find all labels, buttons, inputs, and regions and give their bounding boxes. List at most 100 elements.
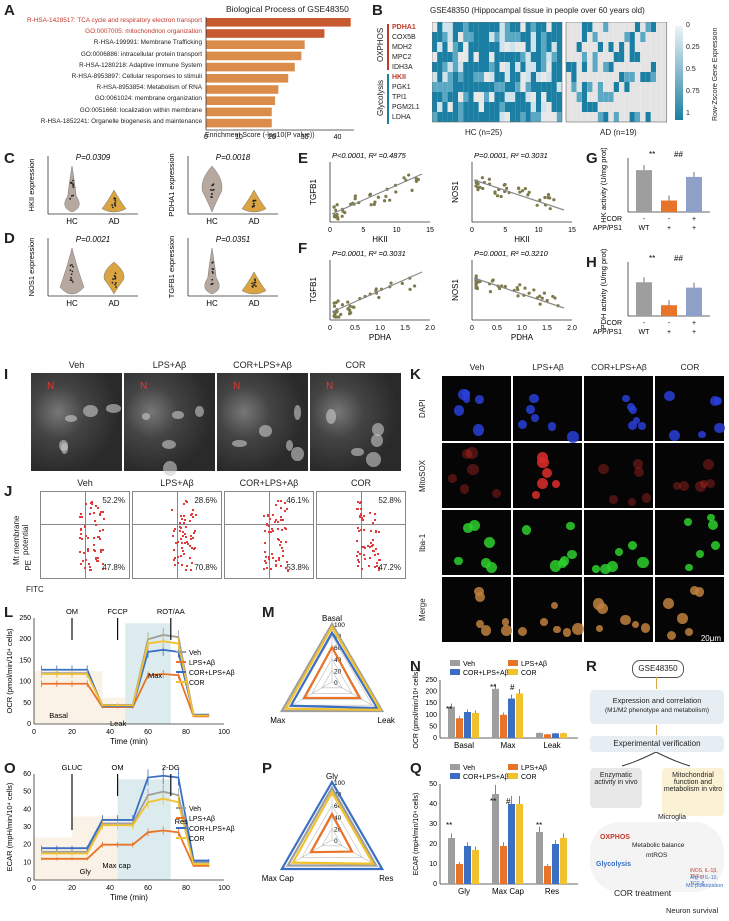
panel-j-event: [190, 561, 193, 564]
radar-ring: [301, 804, 363, 858]
panel-j-event: [277, 500, 280, 503]
panel-k-cell: [448, 474, 457, 483]
panel-j-event: [371, 538, 374, 541]
panel-k-cell: [517, 419, 528, 430]
panel-j-event: [85, 502, 88, 505]
panel-b-cell: [546, 62, 552, 72]
panel-b-cell: [597, 42, 604, 52]
panel-label-e: E: [298, 150, 309, 167]
violin-point: [111, 204, 114, 206]
panel-b-cell: [546, 92, 552, 102]
panel-j-event: [284, 501, 287, 504]
violin-point: [114, 275, 117, 278]
panel-a-bar: [206, 85, 279, 94]
panel-j-event: [375, 547, 378, 550]
line-ytick: 250: [19, 615, 31, 622]
panel-j-event: [184, 541, 187, 544]
gbar-bar: [472, 850, 479, 884]
panel-k-cell: [463, 522, 474, 533]
scatter-point: [340, 214, 344, 218]
panel-b-cell: [587, 32, 593, 42]
radar-ring: [321, 827, 343, 847]
gbar-ytick: 50: [429, 781, 437, 788]
violin-group-label: AD: [108, 217, 119, 226]
panel-k-cell: [567, 549, 577, 560]
panel-i-vesicle: [371, 422, 385, 437]
line-region-label: Max: [148, 671, 162, 680]
panel-b-cell: [650, 82, 657, 92]
bar-sig-2: ##: [674, 150, 683, 159]
panel-j-event: [279, 564, 282, 567]
panel-k-cell: [467, 464, 479, 476]
panel-r-enzymatic-box: Enzymatic activity in vivo: [590, 768, 642, 808]
panel-b-cell: [603, 92, 609, 102]
panel-b-cell: [530, 22, 536, 32]
panel-k-cell: [562, 628, 572, 637]
radar-axis-label: Max: [270, 716, 285, 725]
panel-j-event: [80, 533, 83, 536]
panel-k-cell: [684, 517, 693, 527]
panel-b-cell: [468, 102, 474, 112]
panel-i-vesicle: [195, 406, 205, 418]
panel-b-cell: [634, 62, 641, 72]
gbar-ytick: 50: [429, 723, 437, 730]
panel-j-event: [277, 520, 280, 523]
panel-b-hc-border: [432, 22, 563, 123]
panel-b-cell: [525, 22, 531, 32]
panel-b-cell: [510, 32, 516, 42]
line-ytick: 50: [23, 789, 31, 796]
panel-j-event: [366, 545, 369, 548]
violin-point: [211, 184, 214, 186]
panel-b-cell: [603, 102, 609, 112]
panel-k-cell: [641, 623, 651, 633]
gbar-legend-label: Veh: [463, 661, 475, 668]
panel-b-cell: [576, 92, 582, 102]
panel-j-event: [358, 561, 361, 564]
panel-b-cell: [499, 32, 505, 42]
panel-b-cell: [656, 72, 662, 82]
line-xtick: 0: [32, 885, 36, 892]
panel-b-cell: [640, 102, 646, 112]
panel-b-cell: [442, 72, 448, 82]
panel-b-cell: [656, 62, 662, 72]
panel-b-cell: [597, 92, 604, 102]
panel-j-event: [282, 555, 285, 558]
panel-b-cell: [592, 42, 598, 52]
panel-b-cell: [634, 92, 641, 102]
panel-a-bar: [206, 118, 272, 128]
panel-b-cell: [661, 42, 667, 52]
panel-b-cell: [645, 32, 651, 42]
panel-j-event: [263, 514, 266, 517]
panel-k-image: [584, 376, 653, 441]
scatter-xlabel: HKII: [514, 235, 530, 244]
panel-j-event: [95, 558, 98, 560]
panel-b-cell: [437, 62, 443, 72]
radar-ring: [311, 658, 353, 694]
panel-a-term-label: R-HSA-1852241: Organelle biogenesis and …: [40, 117, 202, 125]
scatter-xtick: 1.5: [542, 325, 552, 332]
panel-b-cell: [656, 52, 662, 62]
line-region-shade: [117, 779, 171, 880]
violin-ylabel: PDHA1 expression: [167, 153, 176, 216]
panel-k-cell: [492, 489, 502, 499]
panel-b-cell: [494, 92, 500, 102]
line-injection-label: OM: [112, 763, 124, 772]
radar-series: [279, 621, 385, 713]
panel-j-event: [284, 509, 287, 512]
panel-b-cell: [458, 32, 464, 42]
panel-k-row-label: Iba-1: [418, 533, 427, 553]
panel-k-row-label: DAPI: [418, 399, 427, 419]
gbar-group-label: Max Cap: [492, 887, 525, 896]
panel-b-cell: [603, 112, 609, 122]
panel-b-cell: [541, 42, 547, 52]
panel-k-cell: [480, 625, 492, 636]
gbar-ytick: 20: [429, 841, 437, 848]
panel-j-event: [86, 536, 89, 539]
panel-r-balance: Metabolic balance: [632, 842, 685, 849]
scatter-xtick: 15: [568, 227, 576, 234]
panel-b-cell: [452, 62, 458, 72]
radar-spoke: [281, 839, 333, 870]
scatter-fit-line: [331, 173, 423, 215]
panel-b-cell: [510, 112, 516, 122]
